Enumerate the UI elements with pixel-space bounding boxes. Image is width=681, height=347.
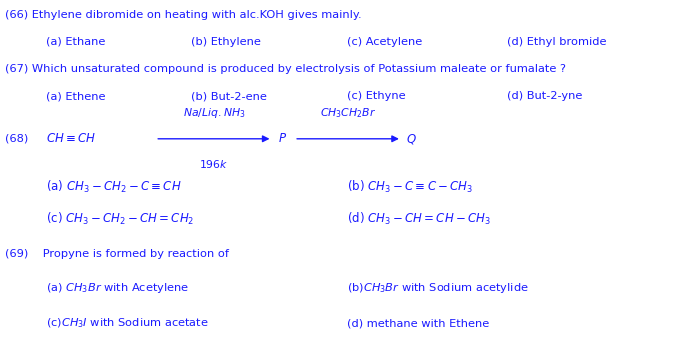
Text: (d) methane with Ethene: (d) methane with Ethene — [347, 319, 490, 328]
Text: $\mathit{Na / Liq.NH_3}$: $\mathit{Na / Liq.NH_3}$ — [183, 106, 245, 120]
Text: $\mathit{196k}$: $\mathit{196k}$ — [199, 158, 229, 170]
Text: (b) Ethylene: (b) Ethylene — [191, 37, 261, 46]
Text: (a) $\mathit{CH_3Br}$ with Acetylene: (a) $\mathit{CH_3Br}$ with Acetylene — [46, 281, 189, 295]
Text: $\mathit{P}$: $\mathit{P}$ — [278, 132, 287, 145]
Text: (68): (68) — [5, 134, 29, 144]
Text: (d) $\mathit{CH_3 - CH = CH - CH_3}$: (d) $\mathit{CH_3 - CH = CH - CH_3}$ — [347, 211, 491, 227]
Text: (c)$\mathit{CH_3I}$ with Sodium acetate: (c)$\mathit{CH_3I}$ with Sodium acetate — [46, 316, 209, 330]
Text: (c) Acetylene: (c) Acetylene — [347, 37, 422, 46]
Text: (69)    Propyne is formed by reaction of: (69) Propyne is formed by reaction of — [5, 249, 229, 259]
Text: (a) Ethane: (a) Ethane — [46, 37, 106, 46]
Text: $\mathit{Q}$: $\mathit{Q}$ — [406, 132, 417, 146]
Text: (c) $\mathit{CH_3 - CH_2 - CH = CH_2}$: (c) $\mathit{CH_3 - CH_2 - CH = CH_2}$ — [46, 211, 195, 227]
Text: (c) Ethyne: (c) Ethyne — [347, 92, 406, 101]
Text: (b) $\mathit{CH_3 - C \equiv C - CH_3}$: (b) $\mathit{CH_3 - C \equiv C - CH_3}$ — [347, 179, 473, 195]
Text: (d) But-2-yne: (d) But-2-yne — [507, 92, 583, 101]
Text: $\mathit{CH_3 CH_2 Br}$: $\mathit{CH_3 CH_2 Br}$ — [320, 106, 376, 120]
Text: (b)$\mathit{CH_3Br}$ with Sodium acetylide: (b)$\mathit{CH_3Br}$ with Sodium acetyli… — [347, 281, 529, 295]
Text: (a) Ethene: (a) Ethene — [46, 92, 106, 101]
Text: (67) Which unsaturated compound is produced by electrolysis of Potassium maleate: (67) Which unsaturated compound is produ… — [5, 65, 567, 74]
Text: (a) $\mathit{CH_3 - CH_2 - C \equiv CH}$: (a) $\mathit{CH_3 - CH_2 - C \equiv CH}$ — [46, 179, 182, 195]
Text: (b) But-2-ene: (b) But-2-ene — [191, 92, 266, 101]
Text: (d) Ethyl bromide: (d) Ethyl bromide — [507, 37, 607, 46]
Text: (66) Ethylene dibromide on heating with alc.KOH gives mainly.: (66) Ethylene dibromide on heating with … — [5, 10, 362, 19]
Text: $\mathit{CH \equiv CH}$: $\mathit{CH \equiv CH}$ — [46, 132, 97, 145]
